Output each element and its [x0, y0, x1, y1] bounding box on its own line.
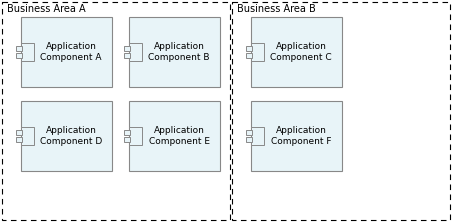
Bar — [251, 101, 342, 171]
Text: Application
Component D: Application Component D — [40, 126, 102, 146]
Bar — [251, 127, 264, 145]
Bar — [251, 43, 264, 61]
Bar — [232, 2, 450, 220]
Bar — [16, 137, 22, 142]
Bar — [124, 130, 130, 135]
Bar — [129, 43, 142, 61]
Bar — [129, 127, 142, 145]
Bar — [16, 130, 22, 135]
Bar — [21, 127, 34, 145]
Bar — [21, 17, 112, 87]
Bar — [21, 43, 34, 61]
Bar — [16, 53, 22, 58]
Bar — [251, 17, 342, 87]
Bar — [129, 17, 220, 87]
Bar — [246, 46, 252, 51]
Text: Business Area B: Business Area B — [237, 4, 316, 14]
Bar — [124, 137, 130, 142]
Bar — [2, 2, 230, 220]
Bar — [124, 53, 130, 58]
Bar — [246, 137, 252, 142]
Bar — [129, 101, 220, 171]
Bar — [246, 130, 252, 135]
Bar — [124, 46, 130, 51]
Bar — [246, 53, 252, 58]
Text: Business Area A: Business Area A — [7, 4, 86, 14]
Text: Application
Component E: Application Component E — [149, 126, 210, 146]
Bar — [16, 46, 22, 51]
Text: Application
Component F: Application Component F — [271, 126, 332, 146]
Text: Application
Component B: Application Component B — [148, 42, 210, 62]
Text: Application
Component C: Application Component C — [270, 42, 332, 62]
Text: Application
Component A: Application Component A — [40, 42, 102, 62]
Bar — [21, 101, 112, 171]
